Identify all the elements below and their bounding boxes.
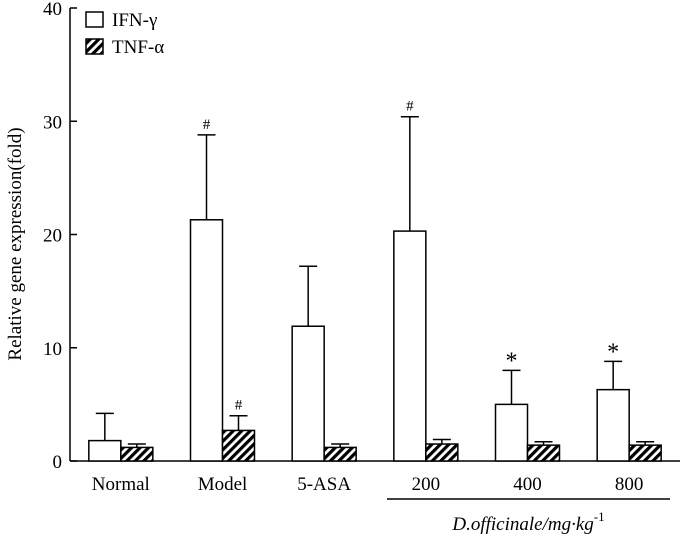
bar-tnf: [323, 446, 357, 462]
significance-mark: #: [235, 398, 243, 414]
y-axis-label: Relative gene expression(fold): [5, 127, 26, 360]
chart-legend: IFN-γ TNF-α: [85, 10, 164, 58]
legend-label: TNF-α: [112, 37, 164, 58]
legend-swatch: [85, 38, 104, 55]
bar-ifn: [494, 403, 529, 462]
y-tick-label: 0: [53, 452, 63, 473]
bar-ifn: [88, 439, 122, 462]
bar-tnf: [120, 446, 154, 462]
group-label-text: D.officinale/mg·kg: [451, 514, 593, 535]
y-tick-label: 40: [43, 0, 62, 20]
significance-mark: *: [607, 339, 619, 365]
y-tick-label: 30: [43, 112, 62, 133]
x-tick-label: 400: [513, 474, 542, 495]
group-label: D.officinale/mg·kg-1: [451, 509, 604, 535]
x-tick-label: 800: [615, 474, 644, 495]
legend-label: IFN-γ: [112, 10, 157, 31]
bar-tnf: [628, 444, 662, 462]
bar-ifn: [189, 219, 224, 462]
x-tick-label: Model: [198, 474, 248, 495]
legend-swatch: [85, 11, 104, 28]
bar-ifn: [596, 388, 630, 462]
x-tick-label: Normal: [92, 474, 150, 495]
significance-mark: #: [203, 117, 211, 133]
chart-bars: # # # * *: [88, 99, 662, 462]
bar-tnf: [221, 429, 256, 462]
bar-ifn: [393, 230, 427, 462]
group-label-superscript: -1: [594, 509, 605, 524]
y-tick-label: 10: [43, 339, 62, 360]
bar-tnf: [425, 443, 459, 462]
x-tick-label: 200: [412, 474, 441, 495]
bar-tnf: [526, 444, 561, 462]
chart-axes: 0 10 20 30 40 Normal Model 5-ASA 200 400 800: [43, 0, 680, 500]
significance-mark: *: [506, 348, 518, 374]
x-tick-label: 5-ASA: [297, 474, 351, 495]
y-tick-label: 20: [43, 226, 62, 247]
significance-mark: #: [406, 99, 414, 115]
bar-ifn: [291, 325, 325, 462]
